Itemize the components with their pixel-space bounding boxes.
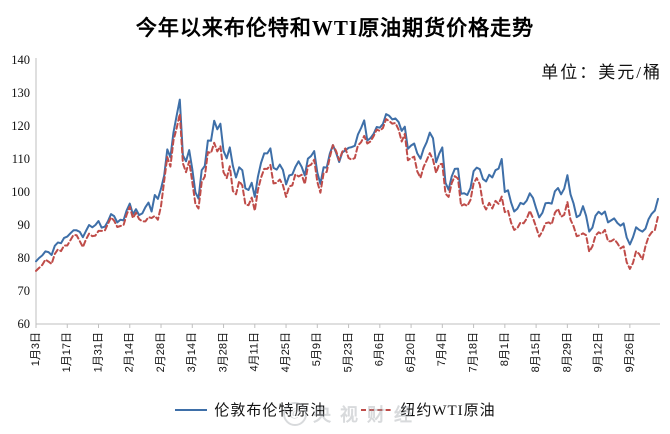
legend-line-sample: [361, 408, 394, 411]
x-axis-label: 2月14日: [124, 332, 136, 372]
x-axis-label: 3月28日: [217, 332, 229, 372]
x-axis-label: 1月3日: [30, 332, 42, 366]
series-line-wti: [35, 112, 659, 272]
y-axis-label: 70: [18, 284, 31, 298]
y-axis-label: 140: [11, 53, 30, 67]
y-axis-label: 100: [11, 185, 30, 199]
legend-item-brent: 伦敦布伦特原油: [174, 399, 326, 420]
series-line-brent: [35, 98, 659, 263]
x-axis-label: 4月11日: [249, 332, 261, 372]
chart-legend: 伦敦布伦特原油 纽约WTI原油: [0, 399, 670, 420]
y-axis-label: 130: [11, 86, 30, 100]
y-axis-label: 60: [18, 317, 31, 331]
legend-line-sample: [175, 408, 208, 411]
chart-title: 今年以来布伦特和WTI原油期货价格走势: [135, 16, 535, 40]
x-axis-label: 9月26日: [624, 332, 636, 372]
x-axis-label: 7月18日: [467, 332, 479, 372]
x-axis-label: 6月6日: [374, 332, 386, 366]
legend-label: 纽约WTI原油: [400, 403, 496, 419]
y-axis-label: 90: [18, 218, 31, 232]
x-axis-label: 8月29日: [561, 332, 573, 372]
y-axis-label: 110: [12, 152, 30, 166]
legend-label: 伦敦布伦特原油: [214, 403, 327, 419]
x-axis-label: 3月14日: [186, 332, 198, 372]
x-axis-label: 5月9日: [311, 332, 323, 366]
y-axis-label: 120: [11, 119, 30, 133]
x-axis-label: 8月15日: [530, 332, 542, 372]
x-axis-label: 6月20日: [405, 332, 417, 372]
x-axis-label: 8月1日: [499, 332, 511, 366]
x-axis-label: 1月17日: [61, 332, 73, 372]
x-axis-label: 9月12日: [593, 332, 605, 372]
legend-item-wti: 纽约WTI原油: [360, 399, 495, 420]
x-axis-label: 1月31日: [92, 332, 104, 372]
y-axis-label: 80: [18, 251, 31, 265]
x-axis-label: 2月28日: [155, 332, 167, 372]
x-axis-label: 7月4日: [436, 332, 448, 366]
x-axis-label: 4月25日: [280, 332, 292, 372]
unit-label: 单位：美元/桶: [541, 63, 662, 82]
x-axis-label: 5月23日: [342, 332, 354, 372]
